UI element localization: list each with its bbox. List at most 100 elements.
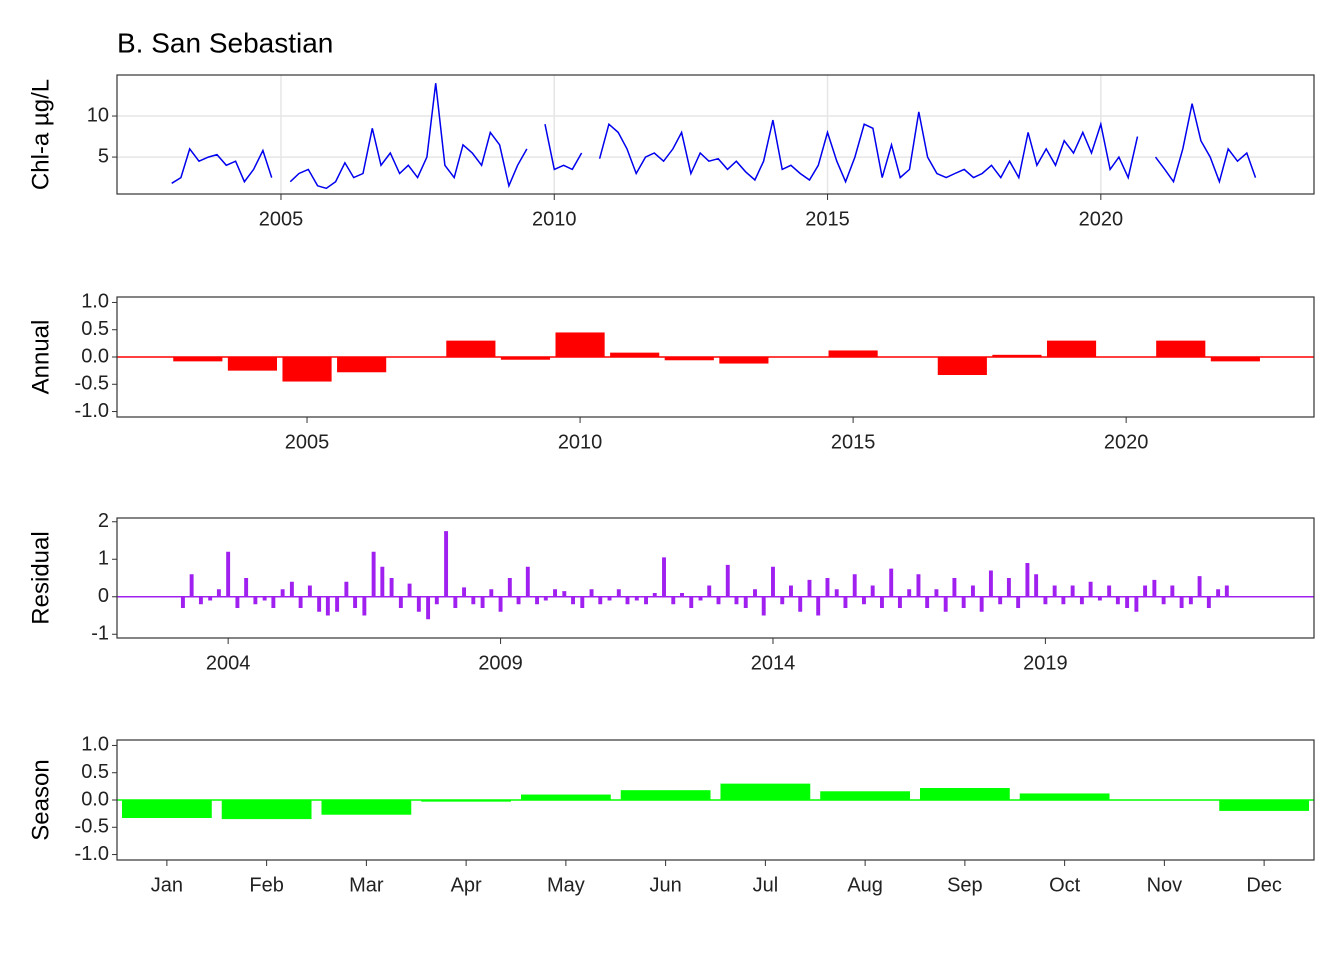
bar bbox=[992, 354, 1042, 357]
bar bbox=[1107, 585, 1112, 597]
bar bbox=[979, 596, 984, 612]
x-tick-label: 2010 bbox=[558, 431, 603, 453]
bar bbox=[262, 596, 267, 601]
bar bbox=[280, 589, 285, 597]
bar bbox=[1134, 596, 1139, 612]
bar bbox=[571, 596, 575, 605]
bar bbox=[421, 800, 512, 802]
bar bbox=[444, 531, 449, 597]
bar bbox=[879, 596, 884, 608]
bar bbox=[1025, 563, 1030, 597]
y-axis-title: Season bbox=[27, 759, 54, 840]
bar bbox=[553, 589, 558, 597]
bar bbox=[862, 596, 866, 605]
y-tick-label: 0.5 bbox=[81, 318, 109, 340]
bar bbox=[952, 578, 957, 597]
bar bbox=[389, 578, 394, 597]
bar bbox=[1224, 585, 1229, 597]
y-tick-label: 0.0 bbox=[81, 345, 109, 367]
bar bbox=[426, 596, 431, 620]
bar bbox=[925, 596, 930, 608]
bar bbox=[317, 596, 322, 612]
bar bbox=[689, 596, 694, 608]
bar bbox=[716, 596, 721, 605]
bar bbox=[889, 568, 894, 597]
bar bbox=[1006, 578, 1011, 597]
bar bbox=[198, 596, 203, 605]
y-tick-label: -0.5 bbox=[75, 816, 109, 838]
bar bbox=[407, 583, 412, 597]
bar bbox=[671, 596, 676, 605]
x-tick-label: Jul bbox=[753, 874, 779, 896]
bar bbox=[121, 800, 212, 818]
bar bbox=[516, 596, 521, 605]
bar bbox=[934, 589, 939, 597]
bar bbox=[798, 596, 803, 612]
bar bbox=[307, 585, 312, 597]
bar bbox=[616, 589, 621, 597]
bar bbox=[1061, 596, 1066, 605]
bar bbox=[1070, 585, 1075, 597]
bar bbox=[707, 585, 712, 597]
x-tick-label: 2009 bbox=[478, 652, 523, 674]
panel-border bbox=[116, 739, 1315, 861]
y-tick-label: 0 bbox=[98, 585, 109, 607]
bar bbox=[321, 800, 412, 815]
bar bbox=[1088, 581, 1093, 597]
y-tick-label: 1 bbox=[98, 548, 109, 570]
bar bbox=[607, 596, 612, 601]
bar bbox=[820, 791, 911, 800]
bar bbox=[416, 596, 421, 612]
bar bbox=[998, 596, 1003, 605]
bar bbox=[208, 596, 213, 601]
bar bbox=[970, 585, 975, 597]
bar bbox=[807, 579, 812, 597]
x-tick-label: 2020 bbox=[1104, 431, 1149, 453]
bar bbox=[725, 564, 730, 597]
bar bbox=[620, 790, 711, 800]
bar bbox=[489, 589, 494, 597]
x-tick-label: Mar bbox=[349, 874, 384, 896]
bar bbox=[1034, 574, 1039, 597]
bar bbox=[680, 593, 684, 597]
panel-border bbox=[116, 74, 1315, 195]
bar bbox=[221, 800, 312, 820]
bar bbox=[446, 340, 496, 357]
x-tick-label: 2005 bbox=[259, 208, 304, 230]
bar bbox=[1156, 340, 1206, 357]
bar bbox=[1143, 585, 1148, 597]
bar bbox=[720, 783, 811, 800]
bar bbox=[1097, 596, 1102, 601]
bar bbox=[216, 589, 221, 597]
bar bbox=[734, 596, 739, 605]
x-tick-label: Jan bbox=[151, 874, 183, 896]
bar bbox=[1188, 596, 1193, 605]
x-tick-label: Feb bbox=[249, 874, 283, 896]
bar bbox=[507, 578, 512, 597]
bar bbox=[1016, 596, 1021, 608]
bar bbox=[961, 596, 966, 608]
bar bbox=[371, 551, 376, 597]
bar bbox=[743, 596, 748, 608]
x-tick-label: 2020 bbox=[1079, 208, 1124, 230]
bar bbox=[1043, 596, 1048, 605]
y-tick-label: -0.5 bbox=[75, 373, 109, 395]
bar bbox=[1125, 596, 1130, 608]
bar bbox=[180, 596, 185, 608]
y-tick-label: 1.0 bbox=[81, 291, 109, 313]
y-axis-title: Residual bbox=[27, 531, 54, 624]
bar bbox=[780, 596, 785, 605]
bar bbox=[919, 788, 1010, 800]
y-tick-label: 5 bbox=[98, 145, 109, 167]
bar bbox=[235, 596, 240, 608]
bar bbox=[298, 596, 303, 608]
bar bbox=[771, 566, 775, 597]
x-tick-label: Oct bbox=[1049, 874, 1081, 896]
x-tick-label: 2015 bbox=[805, 208, 850, 230]
bar bbox=[227, 357, 278, 371]
bar bbox=[634, 596, 639, 601]
bar bbox=[664, 357, 714, 361]
bar bbox=[1115, 596, 1120, 605]
bar bbox=[610, 352, 660, 357]
